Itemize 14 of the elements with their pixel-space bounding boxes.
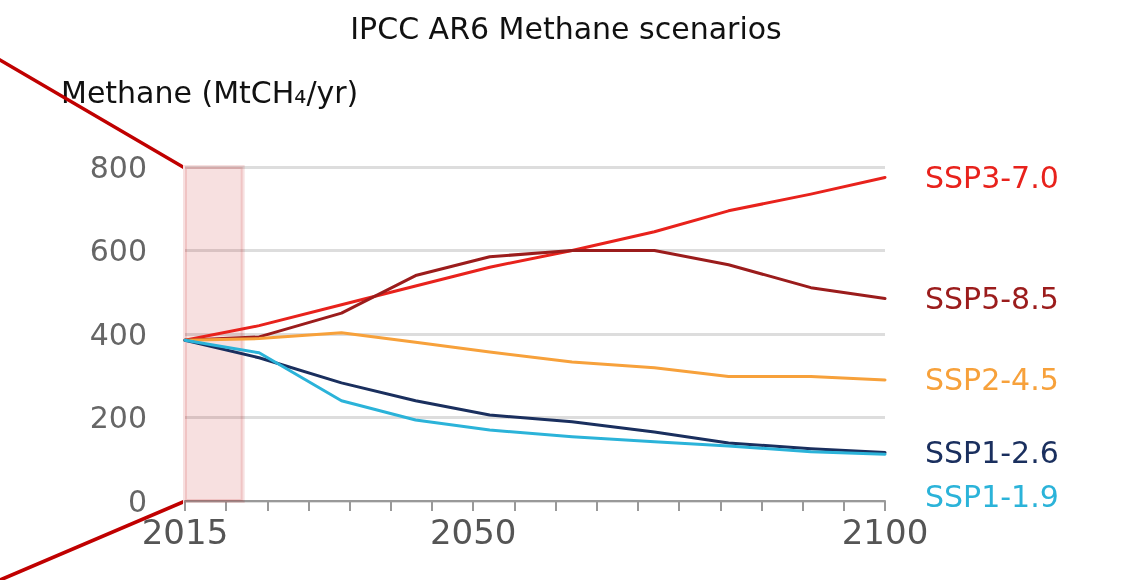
y-tick-label: 600	[89, 233, 147, 268]
series-label: SSP1-2.6	[925, 435, 1059, 471]
y-axis-title: Methane (MtCH₄/yr)	[61, 74, 359, 110]
x-tick-label: 2100	[841, 512, 929, 552]
y-tick-label: 200	[89, 400, 147, 435]
series-label: SSP5-8.5	[925, 281, 1059, 317]
series-label: SSP3-7.0	[925, 159, 1059, 195]
line-series	[183, 175, 887, 342]
series-label: SSP2-4.5	[925, 362, 1059, 398]
x-tick-label: 2050	[429, 512, 517, 552]
chart-title: IPCC AR6 Methane scenarios	[350, 10, 782, 46]
series-label: SSP1-1.9	[925, 479, 1059, 515]
y-tick-label: 800	[89, 149, 147, 185]
y-tick-label: 400	[89, 316, 147, 352]
